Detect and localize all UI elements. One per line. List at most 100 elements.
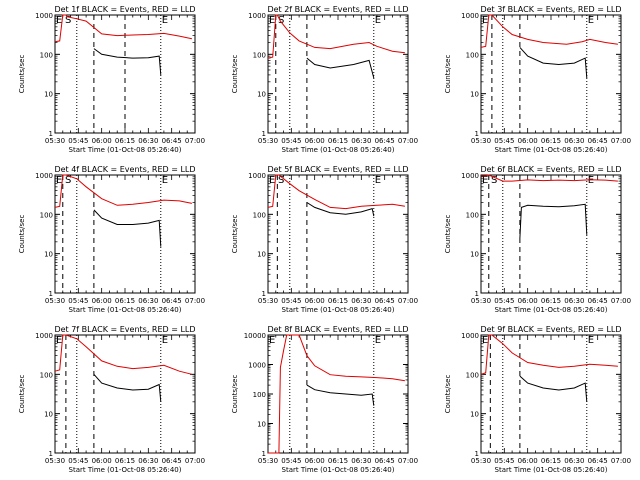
marker-e-left: E	[482, 15, 488, 26]
x-tick-label: 07:00	[398, 457, 418, 465]
x-tick-label: 06:45	[588, 457, 608, 465]
x-tick-label: 06:45	[588, 137, 608, 145]
y-tick-label: 100	[253, 391, 266, 399]
series-lld-red	[480, 14, 618, 48]
x-tick-label: 07:00	[611, 137, 631, 145]
y-tick-label: 1	[49, 450, 53, 458]
y-tick-label: 10	[257, 91, 266, 99]
x-tick-label: 06:45	[162, 137, 182, 145]
marker-e-right: E	[588, 335, 594, 346]
x-tick-label: 06:00	[305, 297, 325, 305]
y-tick-label: 100	[40, 211, 53, 219]
x-tick-label: 06:15	[541, 137, 561, 145]
x-tick-label: 05:30	[258, 297, 278, 305]
panel-title: Det 7f BLACK = Events, RED = LLD	[54, 325, 195, 334]
x-tick-label: 06:00	[518, 457, 538, 465]
y-tick-label: 1000	[461, 172, 479, 180]
x-tick-label: 06:00	[305, 457, 325, 465]
y-tick-label: 1000	[35, 172, 53, 180]
y-tick-label: 100	[466, 51, 479, 59]
y-tick-label: 1000	[35, 12, 53, 20]
panel-det-4: Det 4f BLACK = Events, RED = LLD 1 10 100 10…	[18, 165, 205, 314]
marker-e-left: E	[482, 175, 488, 186]
y-tick-label: 1000	[248, 12, 266, 20]
x-axis-label: Start Time (01-Oct-08 05:26:40)	[69, 306, 182, 314]
plot-frame	[480, 14, 622, 134]
x-tick-label: 06:45	[162, 297, 182, 305]
y-axis-label: Counts/sec	[18, 55, 26, 94]
x-tick-label: 05:30	[45, 297, 65, 305]
x-tick-label: 06:00	[92, 457, 112, 465]
marker-e-left: E	[269, 15, 275, 26]
x-tick-label: 05:45	[494, 297, 514, 305]
x-tick-label: 05:45	[494, 457, 514, 465]
x-tick-label: 07:00	[398, 297, 418, 305]
panel-title: Det 3f BLACK = Events, RED = LLD	[480, 5, 621, 14]
series-events-black	[306, 57, 375, 79]
y-tick-label: 100	[40, 51, 53, 59]
x-tick-label: 06:15	[115, 297, 135, 305]
x-tick-label: 06:30	[564, 137, 584, 145]
x-tick-label: 06:30	[351, 137, 371, 145]
y-tick-label: 1	[262, 450, 266, 458]
y-tick-label: 1	[475, 130, 479, 138]
y-axis-label: Counts/sec	[18, 375, 26, 414]
marker-e-left: E	[269, 335, 275, 346]
x-tick-label: 05:30	[45, 457, 65, 465]
x-tick-label: 06:45	[375, 297, 395, 305]
marker-e-right: E	[162, 175, 168, 186]
series-lld-red	[54, 334, 193, 375]
x-tick-label: 06:45	[375, 137, 395, 145]
x-tick-label: 05:45	[281, 297, 301, 305]
y-axis-label: Counts/sec	[231, 55, 239, 94]
y-tick-label: 1000	[35, 332, 53, 340]
marker-e-right: E	[375, 15, 381, 26]
x-axis-label: Start Time (01-Oct-08 05:26:40)	[495, 466, 608, 474]
plot-frame	[480, 334, 622, 454]
series-lld-red	[267, 174, 405, 210]
x-tick-label: 06:45	[588, 297, 608, 305]
x-tick-label: 05:45	[68, 297, 88, 305]
x-tick-label: 06:30	[564, 457, 584, 465]
series-events-black	[93, 48, 162, 75]
series-events-black	[93, 209, 162, 247]
marker-e-left: E	[56, 175, 62, 186]
marker-e-left: E	[56, 15, 62, 26]
y-tick-label: 1	[49, 130, 53, 138]
x-tick-label: 06:00	[518, 137, 538, 145]
plot-frame	[54, 174, 196, 294]
y-tick-label: 10	[44, 251, 53, 259]
x-tick-label: 06:15	[115, 137, 135, 145]
x-tick-label: 06:15	[541, 457, 561, 465]
y-tick-label: 1000	[248, 172, 266, 180]
panel-det-2: Det 2f BLACK = Events, RED = LLD 1 10 100 10…	[231, 5, 418, 154]
series-events-black	[93, 373, 162, 402]
panel-title: Det 2f BLACK = Events, RED = LLD	[267, 5, 408, 14]
y-axis-label: Counts/sec	[231, 215, 239, 254]
x-tick-label: 06:30	[138, 457, 158, 465]
x-tick-label: 05:30	[471, 457, 491, 465]
y-tick-label: 1	[262, 130, 266, 138]
series-lld-red	[54, 14, 193, 43]
marker-e-right: E	[375, 175, 381, 186]
x-tick-label: 06:30	[351, 297, 371, 305]
series-events-black	[306, 202, 375, 217]
series-lld-red	[481, 174, 618, 182]
y-tick-label: 10	[257, 251, 266, 259]
marker-e-right: E	[588, 175, 594, 186]
x-axis-label: Start Time (01-Oct-08 05:26:40)	[495, 306, 608, 314]
y-axis-label: Counts/sec	[231, 375, 239, 414]
marker-s: S	[491, 175, 497, 186]
series-events-black	[306, 384, 375, 406]
y-tick-label: 100	[40, 371, 53, 379]
x-tick-label: 06:30	[564, 297, 584, 305]
series-events-black	[519, 47, 588, 79]
x-tick-label: 06:00	[92, 137, 112, 145]
series-lld-red	[267, 14, 405, 59]
plot-frame	[267, 334, 409, 454]
y-tick-label: 100	[466, 211, 479, 219]
x-tick-label: 06:00	[518, 297, 538, 305]
y-tick-label: 1	[262, 290, 266, 298]
y-tick-label: 1	[49, 290, 53, 298]
x-axis-label: Start Time (01-Oct-08 05:26:40)	[282, 466, 395, 474]
